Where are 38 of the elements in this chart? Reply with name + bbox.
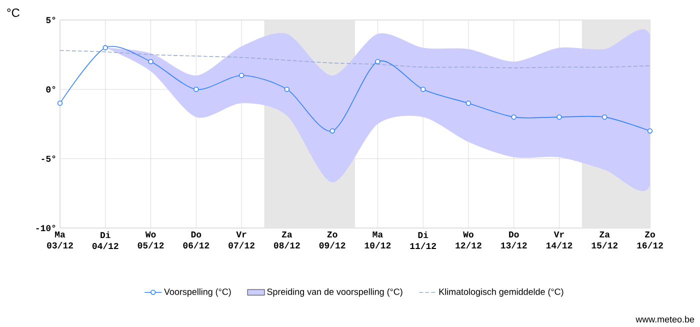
point [602, 114, 608, 120]
point [57, 100, 63, 106]
point [420, 86, 426, 92]
y-axis-title: °C [7, 8, 20, 17]
x-tick-label: Wo 12/12 [456, 232, 482, 248]
x-tick-label: Do 06/12 [183, 232, 210, 248]
point [284, 86, 290, 92]
point [148, 59, 154, 64]
x-tick-label: Do 13/12 [501, 232, 527, 248]
x-tick-label: Ma 10/12 [364, 232, 391, 248]
x-tick-label: Za 08/12 [274, 232, 300, 248]
y-tick-label: -10° [36, 224, 56, 232]
point [375, 59, 380, 64]
point [330, 128, 335, 134]
x-tick-label: Di 11/12 [410, 232, 436, 250]
point [556, 114, 562, 120]
y-tick-label: 0° [46, 86, 56, 92]
y-tick-label: 5° [46, 16, 56, 24]
text: www.meteo.be [636, 316, 694, 322]
x-tick-label: Vr 07/12 [228, 232, 254, 248]
legend-label: Voorspelling (°C) [164, 288, 231, 297]
x-tick-label: Zo 16/12 [637, 232, 663, 248]
x-tick-label: Di 04/12 [92, 232, 118, 250]
point [647, 128, 653, 134]
legend-label: Spreiding van de voorspelling (°C) [267, 288, 402, 297]
point [238, 72, 244, 78]
line-series [60, 50, 650, 68]
x-tick-label: Ma 03/12 [47, 232, 73, 248]
point [102, 45, 108, 50]
x-tick-label: Wo 05/12 [138, 232, 164, 248]
x-tick-label: Zo 09/12 [319, 232, 346, 248]
y-tick-label: -5° [42, 156, 56, 162]
point [511, 114, 516, 120]
x-tick-label: Vr 14/12 [546, 232, 572, 248]
legend-label: Klimatologisch gemiddelde (°C) [439, 288, 564, 297]
point [194, 86, 199, 92]
x-tick-label: Za 15/12 [592, 232, 618, 248]
point [466, 100, 472, 106]
